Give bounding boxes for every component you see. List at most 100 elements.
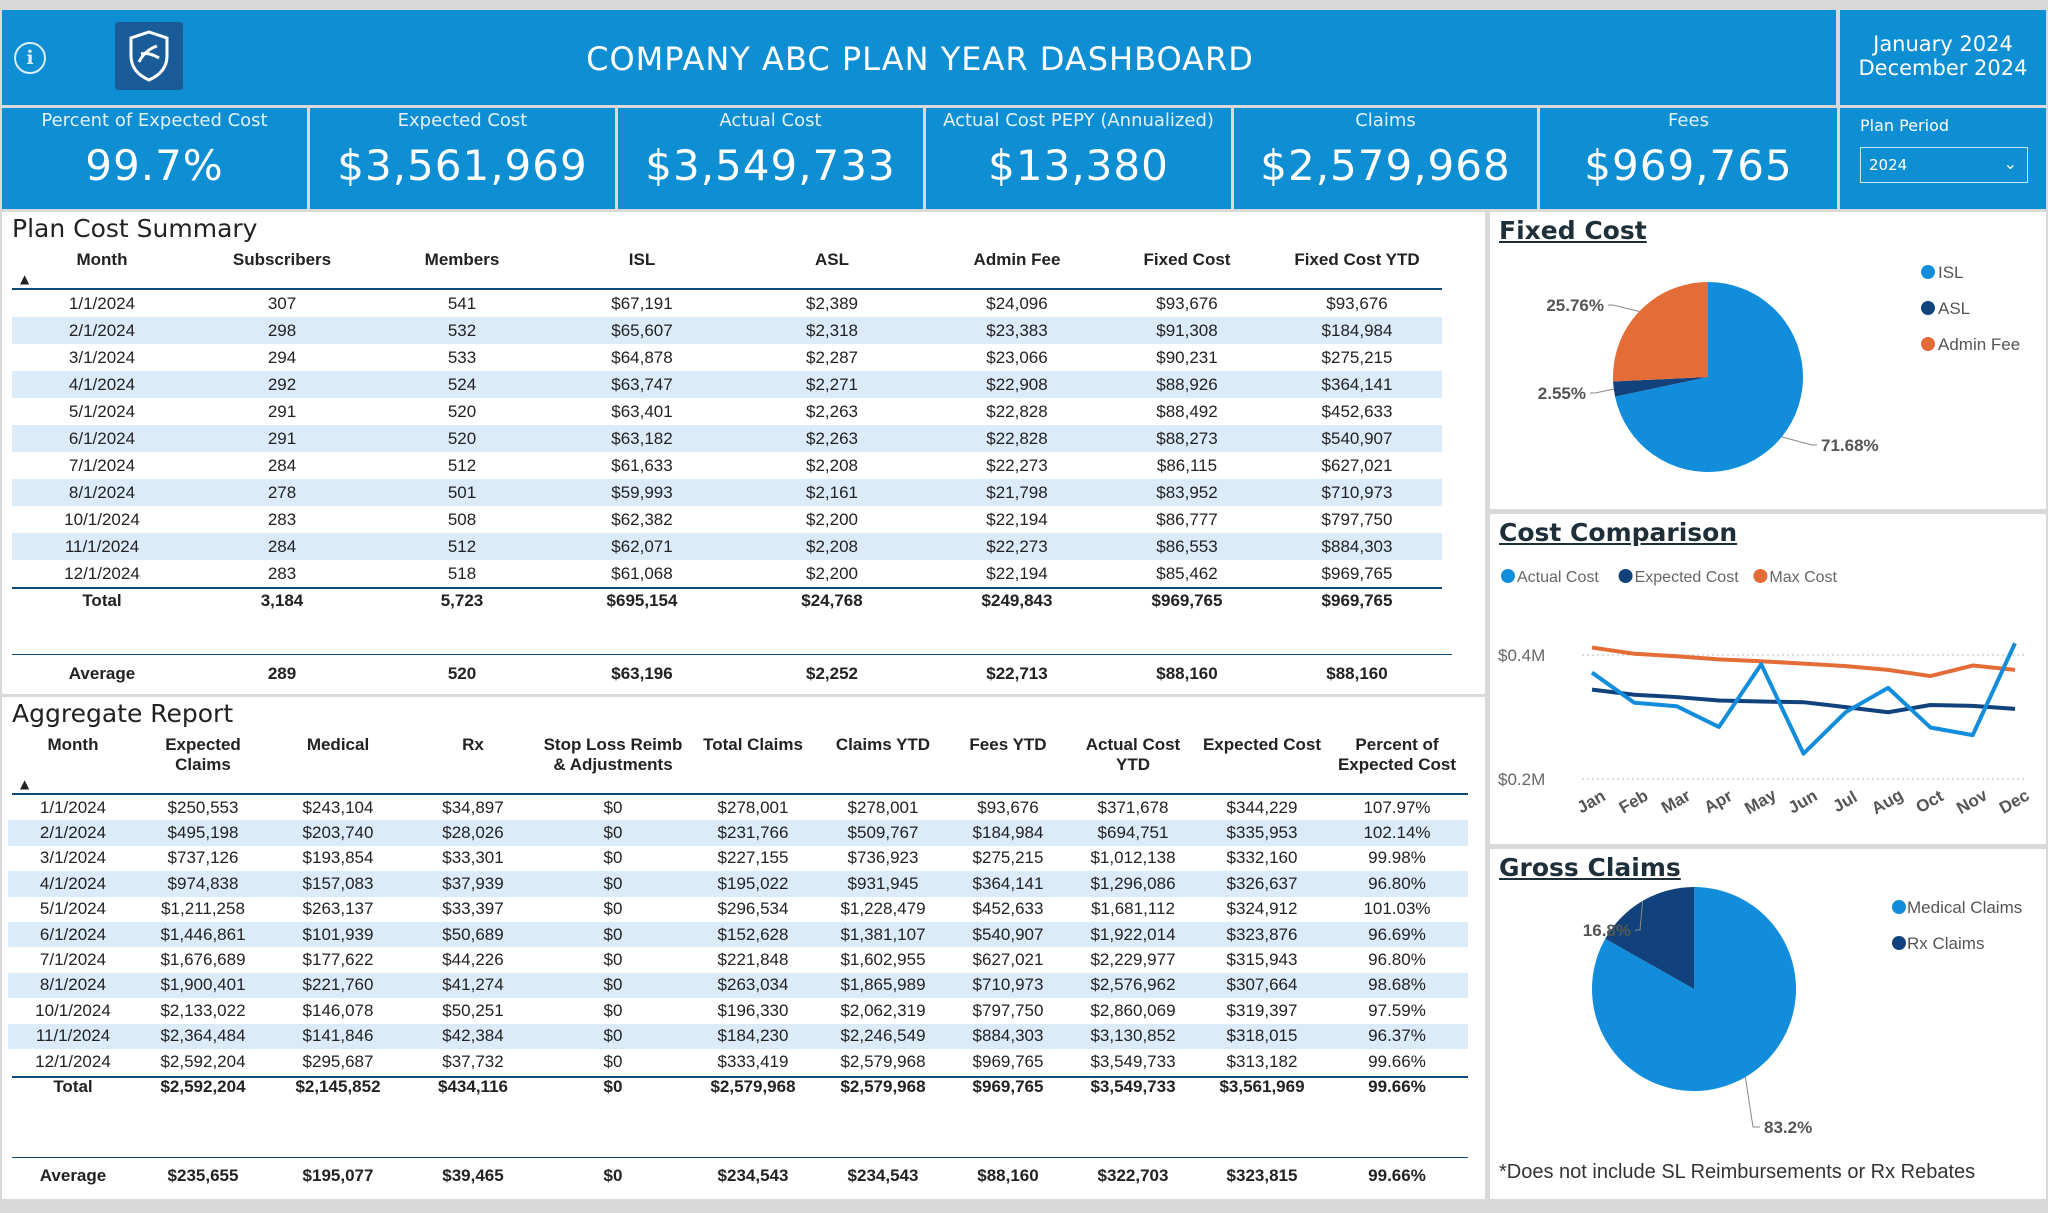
table-cell: $278,001 xyxy=(847,797,919,817)
table-cell: $0 xyxy=(538,921,688,948)
col-header[interactable]: Members xyxy=(424,250,500,269)
table-cell: $313,182 xyxy=(1226,1051,1298,1071)
x-tick-label: Mar xyxy=(1658,786,1694,818)
table-cell: 1/1/2024 xyxy=(68,293,136,313)
table-row[interactable]: 2/1/2024 298 532 $65,607 $2,318 $23,383 $91,30… xyxy=(12,317,1442,344)
pie-leader-line xyxy=(1608,304,1640,312)
table-row[interactable]: 12/1/2024 $2,592,204 $295,687 $37,732 $0 $333… xyxy=(8,1049,1468,1074)
table-row[interactable]: 3/1/2024 $737,126 $193,854 $33,301 $0 $227,15… xyxy=(8,846,1468,871)
table-cell: $509,767 xyxy=(818,820,948,846)
table-row[interactable]: 8/1/2024 $1,900,401 $221,760 $41,274 $0 $263,… xyxy=(8,972,1468,999)
table-cell: $1,865,989 xyxy=(818,972,948,999)
col-header[interactable]: Rx xyxy=(462,735,484,754)
table-cell: $969,765 xyxy=(1321,591,1393,610)
col-header[interactable]: Total Claims xyxy=(703,735,803,754)
table-cell: 7/1/2024 xyxy=(68,455,136,475)
col-header[interactable]: Subscribers xyxy=(232,250,332,269)
table-cell: 96.80% xyxy=(1368,950,1426,970)
table-row[interactable]: 12/1/2024 283 518 $61,068 $2,200 $22,194 $85,4… xyxy=(12,560,1442,587)
info-icon[interactable]: i xyxy=(14,42,46,74)
table-row[interactable]: 10/1/2024 $2,133,022 $146,078 $50,251 $0 $196… xyxy=(8,998,1468,1023)
table-cell: $157,083 xyxy=(268,871,408,897)
table-row[interactable]: 10/1/2024 283 508 $62,382 $2,200 $22,194 $86,7… xyxy=(12,506,1442,533)
table-cell: $307,664 xyxy=(1198,972,1326,999)
y-tick-label: $0.2M xyxy=(1498,770,1545,789)
table-cell: $65,607 xyxy=(552,317,732,344)
table-row[interactable]: 4/1/2024 292 524 $63,747 $2,271 $22,908 $88,92… xyxy=(12,371,1442,398)
table-row[interactable]: 6/1/2024 $1,446,861 $101,939 $50,689 $0 $152,… xyxy=(8,921,1468,948)
legend-marker xyxy=(1892,900,1906,914)
table-row[interactable]: 5/1/2024 291 520 $63,401 $2,263 $22,828 $88,49… xyxy=(12,398,1442,425)
col-header[interactable]: Claims YTD xyxy=(835,735,931,754)
col-header[interactable]: ASL xyxy=(815,250,849,269)
table-cell: $737,126 xyxy=(167,848,239,868)
sort-ascending-icon[interactable]: ▲ xyxy=(20,272,30,286)
table-cell: $85,462 xyxy=(1156,563,1218,583)
pie-data-label: 71.68% xyxy=(1821,436,1879,455)
table-cell: $1,676,689 xyxy=(160,950,246,970)
kpi-label: Claims xyxy=(1355,110,1416,131)
table-row[interactable]: 7/1/2024 284 512 $61,633 $2,208 $22,273 $86,11… xyxy=(12,452,1442,479)
table-cell: $434,116 xyxy=(438,1077,508,1097)
table-row[interactable]: 3/1/2024 294 533 $64,878 $2,287 $23,066 $90,23… xyxy=(12,344,1442,371)
kpi-value: 99.7% xyxy=(85,141,224,190)
table-row[interactable]: 7/1/2024 $1,676,689 $177,622 $44,226 $0 $221,… xyxy=(8,947,1468,972)
table-row[interactable]: 1/1/2024 $250,553 $243,104 $34,897 $0 $278,00… xyxy=(8,795,1468,820)
col-header[interactable]: Percent of Expected Cost xyxy=(1337,735,1457,774)
table-cell: $1,211,258 xyxy=(161,899,245,919)
col-header[interactable]: Fixed Cost xyxy=(1143,250,1231,269)
col-header[interactable]: Stop Loss Reimb & Adjustments xyxy=(543,735,683,774)
plan-period-dropdown[interactable]: 2024 ⌄ xyxy=(1860,147,2028,183)
average-row: Average 289 520 $63,196 $2,252 $22,713 $88,160… xyxy=(12,660,1442,688)
total-row: Total 3,184 5,723 $695,154 $24,768 $249,843 $9… xyxy=(12,587,1442,615)
table-row[interactable]: 4/1/2024 $974,838 $157,083 $37,939 $0 $195,02… xyxy=(8,871,1468,897)
table-row[interactable]: 8/1/2024 278 501 $59,993 $2,161 $21,798 $83,95… xyxy=(12,479,1442,506)
gross-claims-title: Gross Claims xyxy=(1499,853,1681,882)
pie-data-label: 16.8% xyxy=(1583,921,1631,940)
x-tick-label: Jun xyxy=(1785,786,1821,818)
table-cell: $969,765 xyxy=(1151,591,1223,610)
table-cell: $184,984 xyxy=(948,820,1068,846)
table-cell: 99.66% xyxy=(1368,1077,1426,1097)
kpi-value: $969,765 xyxy=(1584,141,1793,190)
col-header[interactable]: Fees YTD xyxy=(969,735,1047,754)
table-cell: $184,984 xyxy=(1272,317,1442,344)
col-header[interactable]: Month xyxy=(47,735,99,754)
sort-ascending-icon[interactable]: ▲ xyxy=(20,777,30,791)
table-cell: $364,141 xyxy=(948,871,1068,897)
col-header[interactable]: Fixed Cost YTD xyxy=(1294,250,1420,269)
table-cell: $193,854 xyxy=(302,848,374,868)
table-cell: 533 xyxy=(447,347,477,367)
table-cell: 3/1/2024 xyxy=(39,848,107,868)
table-cell: $0 xyxy=(538,1023,688,1049)
col-header[interactable]: Admin Fee xyxy=(973,250,1061,269)
col-header[interactable]: Month xyxy=(76,250,128,269)
table-cell: 5/1/2024 xyxy=(68,401,136,421)
table-cell: 6/1/2024 xyxy=(8,921,138,948)
kpi-value: $3,561,969 xyxy=(337,141,588,190)
table-cell: $146,078 xyxy=(302,1000,374,1020)
table-cell: $315,943 xyxy=(1226,950,1298,970)
table-row[interactable]: 2/1/2024 $495,198 $203,740 $28,026 $0 $231,76… xyxy=(8,820,1468,846)
legend-marker xyxy=(1618,569,1633,583)
x-tick-label: Jul xyxy=(1830,787,1861,816)
col-header[interactable]: Actual Cost YTD xyxy=(1085,735,1181,774)
table-cell: $884,303 xyxy=(948,1023,1068,1049)
table-cell: $63,747 xyxy=(552,371,732,398)
col-header[interactable]: Expected Claims xyxy=(165,735,241,774)
aggregate-report-average: Average $235,655 $195,077 $39,465 $0 $234,543… xyxy=(8,1163,1468,1189)
table-cell: 283 xyxy=(267,563,297,583)
col-header[interactable]: Medical xyxy=(306,735,370,754)
table-cell: 278 xyxy=(192,479,372,506)
table-row[interactable]: 6/1/2024 291 520 $63,182 $2,263 $22,828 $88,27… xyxy=(12,425,1442,452)
table-row[interactable]: 1/1/2024 307 541 $67,191 $2,389 $24,096 $93,67… xyxy=(12,290,1442,317)
table-row[interactable]: 11/1/2024 284 512 $62,071 $2,208 $22,273 $86,5… xyxy=(12,533,1442,560)
table-row[interactable]: 11/1/2024 $2,364,484 $141,846 $42,384 $0 $184… xyxy=(8,1023,1468,1049)
table-row[interactable]: 5/1/2024 $1,211,258 $263,137 $33,397 $0 $296,… xyxy=(8,897,1468,922)
table-cell: $278,001 xyxy=(717,797,789,817)
period-end: December 2024 xyxy=(1858,56,2028,80)
col-header[interactable]: Expected Cost xyxy=(1202,735,1322,754)
table-cell: $24,096 xyxy=(986,293,1048,313)
col-header[interactable]: ISL xyxy=(628,250,656,269)
table-cell: $931,945 xyxy=(818,871,948,897)
